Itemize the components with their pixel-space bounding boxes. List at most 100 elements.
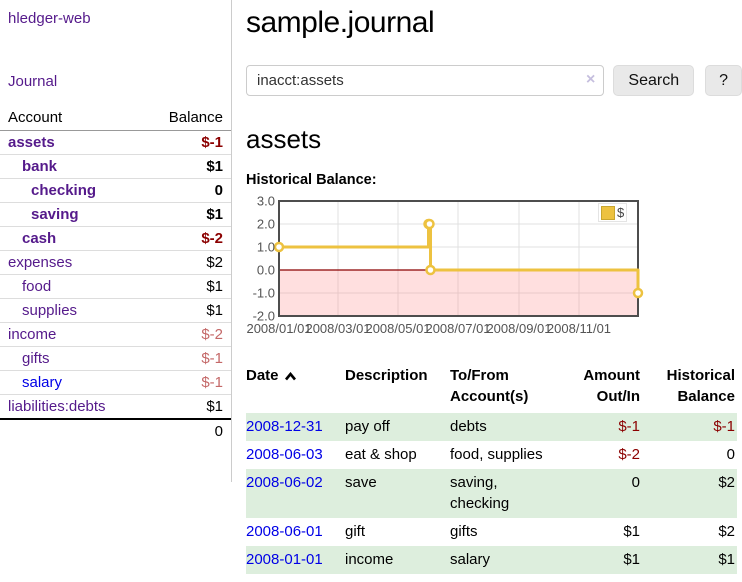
- account-row: cash $-2: [0, 226, 231, 251]
- account-row: food $1: [0, 274, 231, 299]
- account-row: liabilities:debts $1: [0, 394, 231, 419]
- sidebar-item-journal[interactable]: Journal: [8, 73, 58, 90]
- transaction-balance: $2: [718, 523, 735, 540]
- account-row: gifts $-1: [0, 346, 231, 371]
- y-axis-tick: 0.0: [256, 262, 275, 278]
- brand-link[interactable]: hledger-web: [8, 10, 91, 27]
- search-input[interactable]: [246, 65, 605, 96]
- account-balance: $-1: [201, 134, 223, 151]
- search-form: × Search ?: [246, 65, 742, 96]
- account-row: assets $-1: [0, 131, 231, 155]
- account-link[interactable]: saving: [31, 206, 79, 223]
- x-axis-tick: 2008/05/01: [365, 321, 431, 336]
- accounts-total-value: 0: [138, 418, 231, 443]
- transaction-description: income: [345, 550, 394, 568]
- transaction-description: gift: [345, 523, 366, 540]
- chart-legend: $: [598, 203, 628, 222]
- account-row: income $-2: [0, 322, 231, 347]
- account-row: supplies $1: [0, 298, 231, 323]
- chart-plot: [273, 200, 644, 317]
- transaction-balance: 0: [726, 445, 735, 463]
- transaction-amount: $-1: [618, 418, 640, 435]
- register-header-amount-out-in: Amount Out/In: [583, 367, 640, 405]
- help-button[interactable]: ?: [705, 65, 742, 96]
- account-row: salary $-1: [0, 370, 231, 395]
- y-axis-tick: -1.0: [252, 285, 275, 301]
- transaction-amount: $1: [623, 550, 640, 568]
- transaction-date-link[interactable]: 2008-12-31: [246, 418, 323, 435]
- accounts-header-account: Account: [0, 106, 139, 131]
- register-header-to-from-account-s-: To/From Account(s): [450, 367, 529, 405]
- transaction-date-link[interactable]: 2008-06-01: [246, 523, 323, 540]
- account-balance: $-1: [138, 370, 231, 395]
- account-link[interactable]: checking: [31, 182, 97, 199]
- main-content: sample.journal × Search ? assets Histori…: [246, 0, 742, 574]
- transaction-amount: $-2: [618, 445, 640, 463]
- account-link[interactable]: liabilities:debts: [8, 398, 106, 415]
- register-header-date[interactable]: Date: [246, 363, 345, 413]
- transaction-date-link[interactable]: 2008-01-01: [246, 550, 323, 568]
- y-axis-tick: 1.0: [256, 239, 275, 255]
- accounts-table: Account Balance assets $-1 bank $1 checking 0…: [0, 106, 231, 443]
- account-title: assets: [246, 124, 322, 154]
- register-table: Date Description To/From Account(s) Amount …: [246, 363, 737, 574]
- clear-search-icon[interactable]: ×: [586, 71, 596, 88]
- transaction-amount: $1: [623, 523, 640, 540]
- account-balance: $1: [138, 394, 231, 419]
- y-axis-tick: 2.0: [256, 216, 275, 232]
- historical-balance-chart: $ 3.0 2.0 1.0 0.0 -1.0 -2.0 2008/01/01 2008/03/…: [246, 193, 742, 341]
- account-link[interactable]: gifts: [22, 350, 50, 367]
- account-balance: 0: [138, 178, 231, 203]
- account-balance: $2: [138, 250, 231, 275]
- transaction-date-link[interactable]: 2008-06-03: [246, 445, 323, 463]
- search-button[interactable]: Search: [613, 65, 695, 96]
- account-row: expenses $2: [0, 250, 231, 275]
- account-link[interactable]: bank: [22, 158, 58, 175]
- legend-label: $: [617, 205, 625, 220]
- register-row: 2008-06-02 save saving, checking 0 $2: [246, 468, 737, 518]
- sidebar: hledger-web Journal Account Balance asse…: [0, 0, 232, 482]
- chart-label: Historical Balance:: [246, 172, 377, 188]
- account-row: checking 0: [0, 178, 231, 203]
- transaction-accounts: salary: [450, 550, 491, 568]
- account-link[interactable]: cash: [22, 230, 57, 247]
- account-balance: $-2: [138, 226, 231, 251]
- account-link[interactable]: salary: [22, 374, 63, 391]
- transaction-accounts: gifts: [450, 523, 478, 540]
- x-axis-tick: 2008/11/01: [546, 321, 612, 336]
- account-balance: $1: [138, 274, 231, 299]
- accounts-header-balance: Balance: [138, 106, 231, 131]
- transaction-balance: $-1: [713, 418, 735, 435]
- register-row: 2008-12-31 pay off debts $-1 $-1: [246, 413, 737, 441]
- x-axis-tick: 2008/07/01: [425, 321, 491, 336]
- account-link[interactable]: income: [8, 326, 57, 343]
- transaction-balance: $1: [718, 550, 735, 568]
- x-axis-tick: 2008/03/01: [305, 321, 371, 336]
- account-link[interactable]: supplies: [22, 302, 78, 319]
- account-balance: $1: [138, 202, 231, 227]
- x-axis-tick: 2008/01/01: [246, 321, 312, 336]
- transaction-balance: $2: [718, 473, 735, 491]
- account-link[interactable]: expenses: [8, 254, 73, 271]
- register-header-description: Description: [345, 367, 428, 384]
- account-balance: $-2: [138, 322, 231, 347]
- account-row: bank $1: [0, 154, 231, 179]
- transaction-accounts: food, supplies: [450, 445, 543, 463]
- search-input-wrap: ×: [246, 65, 605, 96]
- transaction-description: save: [345, 473, 377, 491]
- account-link[interactable]: food: [22, 278, 52, 295]
- x-axis-tick: 2008/09/01: [486, 321, 552, 336]
- transaction-description: pay off: [345, 418, 390, 435]
- account-balance: $1: [138, 154, 231, 179]
- page-title: sample.journal: [246, 6, 435, 39]
- legend-swatch-icon: [601, 205, 615, 220]
- accounts-total-row: 0: [0, 418, 231, 443]
- account-link[interactable]: assets: [8, 134, 55, 151]
- account-balance: $-1: [138, 346, 231, 371]
- y-axis-tick: 3.0: [256, 193, 275, 209]
- account-balance: $1: [138, 298, 231, 323]
- register-header-historical-balance: Historical Balance: [666, 367, 735, 405]
- transaction-accounts: saving, checking: [450, 473, 510, 513]
- transaction-date-link[interactable]: 2008-06-02: [246, 473, 323, 491]
- transaction-description: eat & shop: [345, 445, 417, 463]
